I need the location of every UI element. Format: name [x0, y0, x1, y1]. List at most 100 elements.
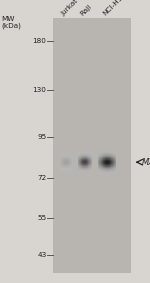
Bar [60, 155, 61, 156]
Bar [101, 168, 102, 169]
Bar [82, 160, 83, 161]
Bar [89, 156, 90, 157]
Bar [100, 157, 101, 158]
Bar [83, 154, 84, 155]
Bar [114, 165, 115, 166]
Bar [83, 161, 84, 162]
Bar [99, 153, 100, 154]
Bar [84, 164, 85, 165]
Bar [84, 160, 85, 161]
Bar [91, 156, 92, 157]
Bar [101, 163, 102, 164]
Bar [63, 163, 64, 164]
Bar [107, 162, 108, 163]
Bar [113, 156, 114, 157]
Bar [115, 164, 116, 165]
Bar [69, 163, 70, 164]
Bar [61, 167, 62, 168]
Bar [71, 156, 72, 157]
Bar [67, 162, 68, 163]
Bar [65, 156, 66, 157]
Bar [65, 159, 66, 160]
Bar [107, 170, 108, 171]
Bar [70, 154, 71, 155]
Bar [61, 165, 62, 166]
Bar [79, 152, 80, 153]
Bar [110, 172, 111, 173]
Bar [98, 158, 99, 159]
Bar [63, 161, 64, 162]
Bar [63, 165, 64, 166]
Bar [106, 171, 107, 172]
Bar [108, 171, 109, 172]
Bar [103, 160, 104, 161]
Bar [102, 168, 103, 169]
Bar [60, 162, 61, 163]
Bar [103, 170, 104, 171]
Bar [112, 160, 113, 161]
Bar [65, 160, 66, 161]
Bar [91, 154, 92, 155]
Bar [109, 164, 110, 165]
Bar [99, 162, 100, 163]
Bar [82, 155, 83, 156]
Bar [115, 157, 116, 158]
Bar [78, 154, 79, 155]
Bar [69, 170, 70, 171]
Bar [114, 161, 115, 162]
Bar [98, 160, 99, 161]
Bar [60, 161, 61, 162]
Bar [90, 167, 91, 168]
Bar [111, 152, 112, 153]
Bar [98, 156, 99, 157]
Bar [102, 153, 103, 154]
Bar [83, 165, 84, 166]
Bar [62, 162, 63, 163]
Bar [63, 170, 64, 171]
Bar [108, 153, 109, 154]
Bar [53, 18, 130, 273]
Bar [90, 165, 91, 166]
Bar [65, 161, 66, 162]
Bar [87, 160, 88, 161]
Bar [102, 151, 103, 152]
Bar [90, 169, 91, 170]
Bar [84, 154, 85, 155]
Bar [107, 152, 108, 153]
Bar [60, 169, 61, 170]
Bar [63, 158, 64, 159]
Bar [66, 167, 67, 168]
Bar [102, 158, 103, 159]
Bar [61, 163, 62, 164]
Bar [64, 166, 65, 167]
Bar [108, 164, 109, 165]
Bar [114, 157, 115, 158]
Bar [101, 155, 102, 156]
Bar [112, 157, 113, 158]
Bar [83, 159, 84, 160]
Bar [106, 163, 107, 164]
Bar [114, 158, 115, 159]
Bar [78, 166, 79, 167]
Bar [64, 160, 65, 161]
Bar [64, 156, 65, 157]
Bar [104, 171, 105, 172]
Bar [115, 153, 116, 154]
Bar [81, 170, 82, 171]
Bar [78, 169, 79, 170]
Bar [112, 155, 113, 156]
Bar [108, 151, 109, 152]
Bar [101, 161, 102, 162]
Bar [107, 172, 108, 173]
Bar [107, 171, 108, 172]
Bar [62, 164, 63, 165]
Bar [113, 152, 114, 153]
Bar [69, 162, 70, 163]
Bar [85, 162, 86, 163]
Bar [86, 152, 87, 153]
Bar [102, 170, 103, 171]
Bar [99, 163, 100, 164]
Bar [105, 168, 106, 169]
Bar [60, 164, 61, 165]
Bar [110, 155, 111, 156]
